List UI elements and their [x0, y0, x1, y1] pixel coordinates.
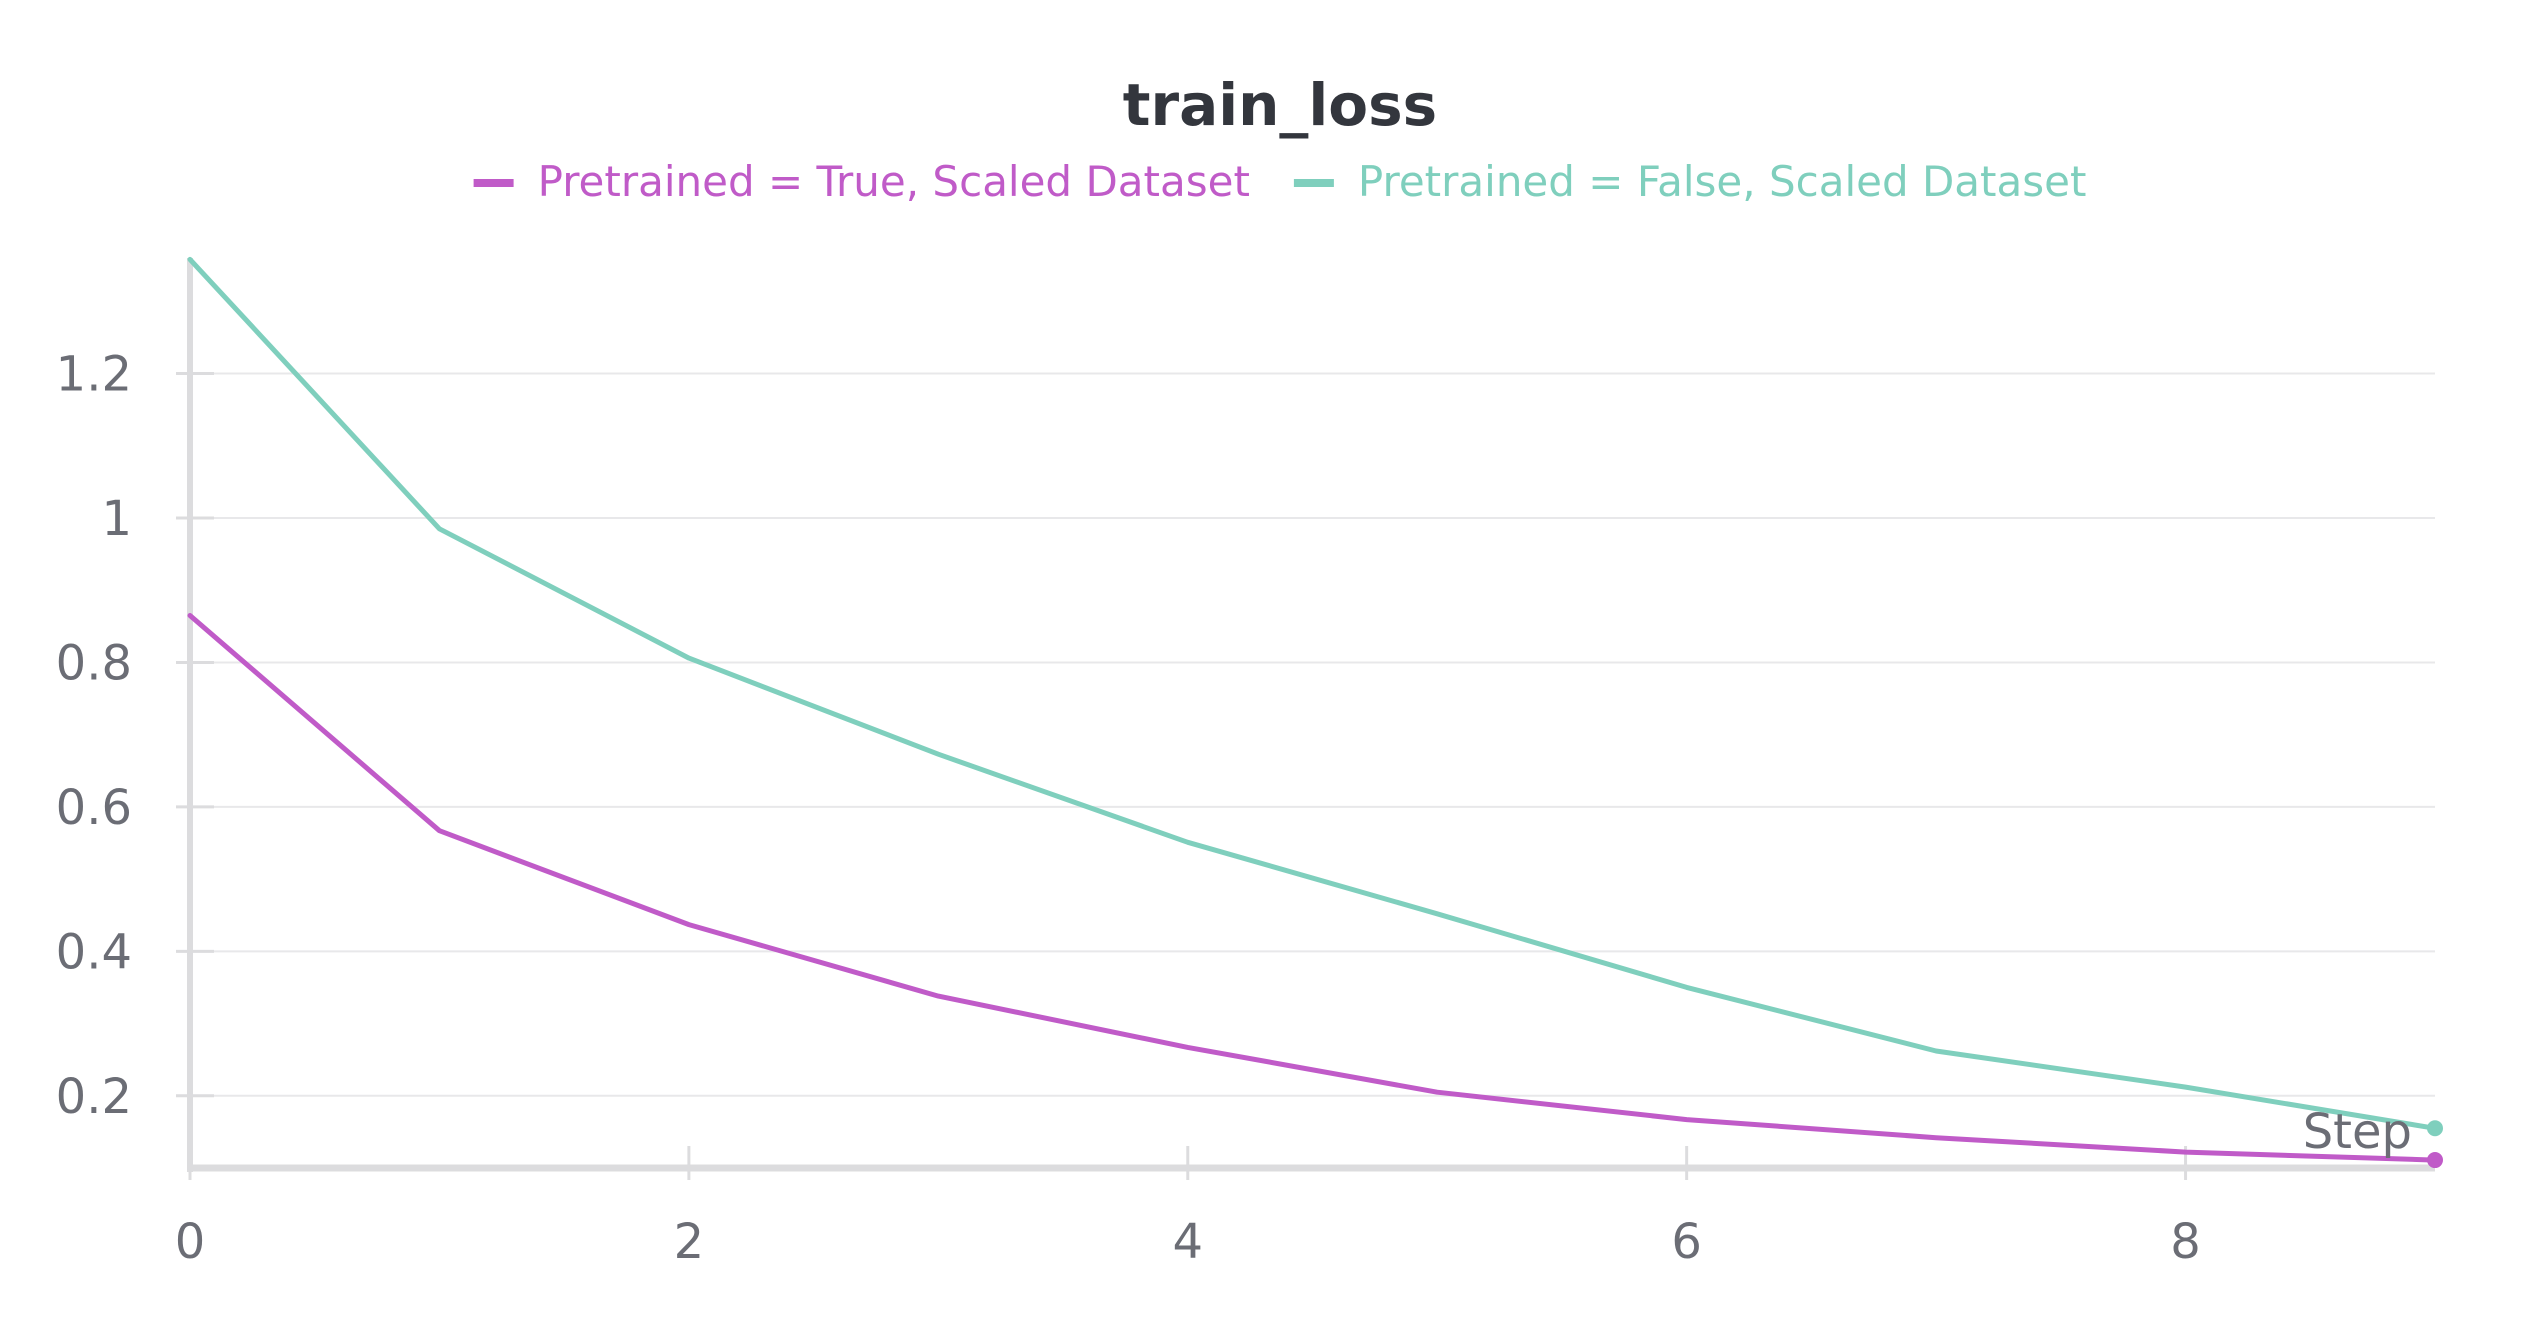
y-tick-label: 0.2 — [56, 1069, 132, 1125]
y-tick-label: 0.4 — [56, 924, 132, 980]
x-tick-label: 8 — [2170, 1214, 2201, 1270]
legend-label: Pretrained = True, Scaled Dataset — [538, 157, 1250, 206]
legend-item[interactable]: Pretrained = False, Scaled Dataset — [1293, 157, 2087, 206]
legend: Pretrained = True, Scaled Dataset Pretrai… — [473, 157, 2087, 206]
y-tick-label: 1.2 — [56, 347, 132, 403]
series-end-point-1 — [2427, 1152, 2443, 1169]
series-end-point-2 — [2427, 1120, 2443, 1137]
x-tick-label: 6 — [1671, 1214, 1702, 1270]
legend-item[interactable]: Pretrained = True, Scaled Dataset — [473, 157, 1250, 206]
axes: 0.2 0.4 0.6 0.8 1 1.2 0 2 4 6 8 — [56, 258, 2435, 1270]
y-tick-label: 0.8 — [56, 635, 132, 691]
series-line-1 — [187, 613, 2438, 1163]
y-tick-label: 0.6 — [56, 780, 132, 836]
grid-lines — [190, 372, 2435, 1097]
legend-label: Pretrained = False, Scaled Dataset — [1358, 157, 2087, 206]
series-group — [187, 256, 2443, 1169]
y-tick-label: 1 — [101, 491, 132, 547]
x-axis-label: Step — [2303, 1104, 2412, 1160]
x-tick-label: 2 — [674, 1214, 705, 1270]
series-line-2 — [187, 256, 2438, 1131]
chart-title: train_loss — [1123, 71, 1437, 139]
x-tick-label: 0 — [175, 1214, 206, 1270]
x-tick-label: 4 — [1173, 1214, 1204, 1270]
